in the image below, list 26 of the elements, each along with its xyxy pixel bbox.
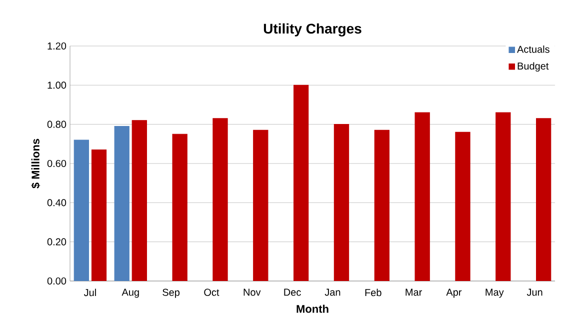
x-tick-label: Jan	[324, 288, 340, 296]
y-tick-label: 0.40	[47, 199, 66, 206]
x-tick-label: Oct	[204, 288, 220, 296]
y-tick-label: 1.20	[48, 42, 66, 50]
x-tick-label: Aug	[122, 288, 139, 298]
x-tick-label: Mar	[406, 288, 422, 296]
legend-label: Actuals	[517, 46, 550, 53]
legend-label: Budget	[518, 62, 549, 72]
x-tick-label: Jul	[84, 288, 96, 296]
bar	[74, 140, 90, 281]
x-axis-title: Month	[296, 304, 328, 313]
x-tick-label: Sep	[162, 288, 180, 298]
chart-title: Utility Charges	[264, 23, 362, 36]
x-tick-label: Dec	[284, 288, 301, 296]
y-tick-label: 0.60	[47, 160, 66, 168]
x-tick-label: Nov	[244, 288, 261, 296]
x-tick-label: Apr	[446, 288, 462, 298]
y-tick-label: 0.00	[47, 277, 66, 285]
y-axis-title: $ Millions	[31, 138, 40, 188]
bar	[114, 126, 130, 281]
x-tick-label: May	[486, 288, 504, 298]
y-tick-label: 0.20	[47, 238, 66, 246]
y-tick-label: 0.80	[47, 120, 66, 128]
y-tick-label: 1.00	[48, 82, 66, 89]
x-tick-label: Jun	[526, 288, 542, 296]
x-tick-label: Feb	[365, 288, 382, 296]
